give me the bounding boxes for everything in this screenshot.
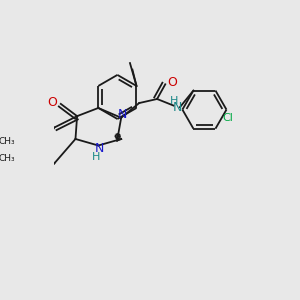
Text: H: H (92, 152, 100, 162)
Text: H: H (170, 96, 178, 106)
Text: Cl: Cl (223, 113, 233, 123)
Text: O: O (48, 96, 58, 109)
Text: CH₃: CH₃ (0, 154, 15, 163)
Text: O: O (167, 76, 177, 89)
Text: N: N (94, 142, 104, 155)
Text: N: N (118, 108, 128, 121)
Text: CH₃: CH₃ (0, 137, 15, 146)
Text: N: N (173, 100, 182, 114)
